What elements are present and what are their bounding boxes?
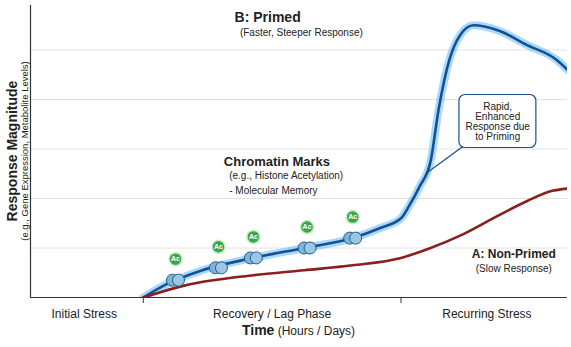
svg-text:(e.g., Histone Acetylation): (e.g., Histone Acetylation) bbox=[229, 170, 343, 181]
svg-text:Recurring Stress: Recurring Stress bbox=[442, 307, 531, 321]
svg-text:B: Primed: B: Primed bbox=[235, 9, 301, 25]
svg-text:- Molecular Memory: - Molecular Memory bbox=[229, 185, 317, 196]
svg-text:A: Non-Primed: A: Non-Primed bbox=[472, 247, 556, 261]
svg-text:(Slow Response): (Slow Response) bbox=[476, 263, 552, 274]
svg-text:Recovery / Lag Phase: Recovery / Lag Phase bbox=[213, 307, 331, 321]
svg-text:Initial Stress: Initial Stress bbox=[52, 307, 117, 321]
svg-text:Ac: Ac bbox=[348, 213, 357, 220]
svg-text:(e.g., Gene Expression, Metabo: (e.g., Gene Expression, Metabolite Level… bbox=[19, 61, 30, 241]
svg-text:Ac: Ac bbox=[171, 255, 180, 262]
svg-text:Ac: Ac bbox=[214, 243, 223, 250]
svg-text:(Faster, Steeper Response): (Faster, Steeper Response) bbox=[240, 27, 363, 38]
svg-text:Chromatin Marks: Chromatin Marks bbox=[224, 154, 330, 169]
svg-text:Ac: Ac bbox=[303, 223, 312, 230]
svg-text:Time (Hours / Days): Time (Hours / Days) bbox=[242, 322, 355, 338]
svg-text:Response Magnitude: Response Magnitude bbox=[4, 80, 20, 221]
svg-text:Rapid,EnhancedResponse dueto P: Rapid,EnhancedResponse dueto Priming bbox=[465, 101, 530, 142]
svg-text:Ac: Ac bbox=[249, 233, 258, 240]
